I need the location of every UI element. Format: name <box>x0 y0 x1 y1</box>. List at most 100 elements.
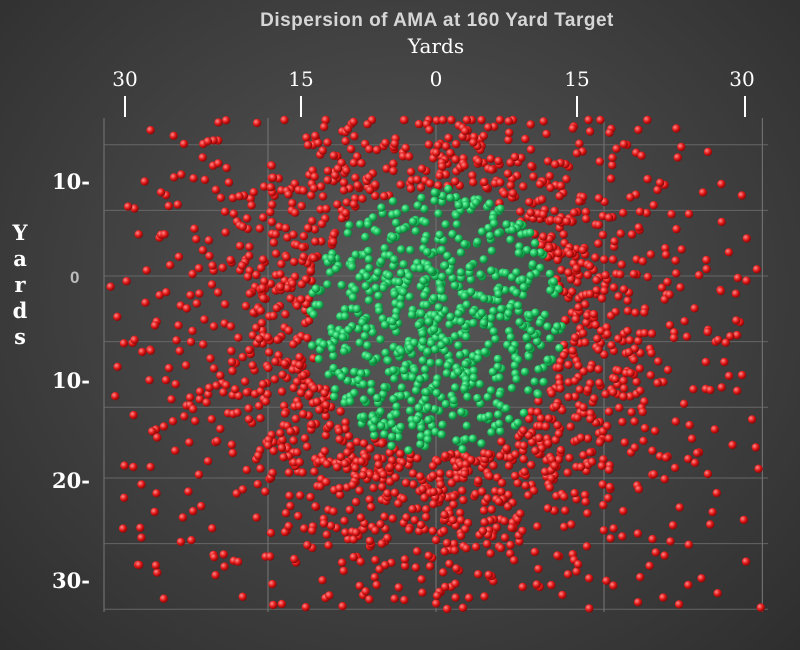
shot-point-outside <box>311 131 320 140</box>
shot-point-inside <box>522 333 531 342</box>
shot-point-outside <box>564 392 573 402</box>
shot-point-outside <box>245 251 254 260</box>
shot-point-inside <box>432 379 441 389</box>
shot-point-outside <box>420 493 429 502</box>
shot-point-outside <box>469 138 478 147</box>
shot-point-inside <box>466 275 476 284</box>
shot-point-outside <box>716 286 726 296</box>
shot-point-inside <box>484 340 493 349</box>
shot-point-outside <box>687 434 697 443</box>
shot-point-outside <box>329 237 338 247</box>
shot-point-outside <box>310 384 319 393</box>
shot-point-inside <box>502 220 511 229</box>
shot-point-outside <box>286 501 295 511</box>
shot-point-outside <box>648 446 657 455</box>
shot-point-inside <box>339 347 349 356</box>
shot-point-outside <box>671 417 680 426</box>
shot-point-inside <box>373 393 382 403</box>
y-ticks: 10- 0 10- 20- 30- <box>52 169 90 593</box>
shot-point-outside <box>599 455 608 464</box>
shot-point-inside <box>388 197 398 206</box>
shot-point-outside <box>585 261 595 271</box>
shot-point-inside <box>518 275 527 284</box>
shot-point-outside <box>432 148 441 157</box>
shot-point-outside <box>495 115 505 125</box>
shot-point-outside <box>579 451 588 460</box>
shot-point-outside <box>259 294 268 303</box>
shot-point-outside <box>589 394 599 403</box>
shot-point-outside <box>214 118 223 127</box>
shot-point-outside <box>310 172 319 181</box>
shot-point-outside <box>579 403 588 412</box>
shot-point-outside <box>365 470 375 479</box>
shot-point-outside <box>297 201 306 211</box>
shot-point-outside <box>544 439 553 448</box>
shot-point-inside <box>489 327 498 336</box>
shot-point-outside <box>611 374 620 384</box>
shot-point-outside <box>739 515 749 525</box>
shot-point-outside <box>209 364 219 373</box>
shot-point-outside <box>349 552 358 562</box>
shot-point-outside <box>417 164 427 173</box>
shot-point-inside <box>435 230 444 239</box>
shot-point-outside <box>630 443 639 452</box>
shot-point-outside <box>556 445 566 455</box>
shot-point-outside <box>401 478 411 488</box>
shot-point-outside <box>609 283 619 292</box>
shot-point-outside <box>353 152 362 161</box>
shot-point-outside <box>151 561 161 570</box>
shot-point-inside <box>489 219 499 228</box>
shot-point-outside <box>184 487 193 496</box>
shot-point-outside <box>589 310 598 319</box>
shot-point-outside <box>544 414 553 423</box>
shot-point-outside <box>600 350 609 359</box>
shot-point-outside <box>156 188 166 197</box>
shot-point-outside <box>583 311 592 320</box>
shot-point-inside <box>451 383 460 392</box>
shot-point-inside <box>388 317 397 326</box>
shot-point-inside <box>309 310 318 319</box>
shot-point-outside <box>346 441 355 451</box>
shot-point-outside <box>118 524 128 533</box>
shot-point-inside <box>332 331 341 340</box>
shot-point-outside <box>346 144 356 154</box>
shot-point-outside <box>502 444 511 453</box>
shot-point-outside <box>369 483 378 493</box>
shot-point-outside <box>550 206 559 215</box>
shot-point-outside <box>482 539 492 549</box>
shot-point-outside <box>261 487 270 496</box>
shot-point-outside <box>348 480 357 489</box>
shot-point-outside <box>663 277 672 287</box>
shot-point-outside <box>573 413 582 422</box>
shot-point-outside <box>416 183 426 192</box>
shot-point-inside <box>466 287 476 297</box>
shot-point-inside <box>543 322 552 331</box>
shot-point-outside <box>296 295 306 304</box>
shot-point-inside <box>389 366 398 375</box>
shot-point-outside <box>726 332 735 341</box>
shot-point-outside <box>660 551 669 560</box>
shot-point-outside <box>436 480 445 489</box>
shot-point-outside <box>702 264 711 274</box>
shot-point-outside <box>266 528 276 538</box>
shot-point-outside <box>421 512 431 522</box>
shot-point-outside <box>345 505 354 515</box>
shot-point-outside <box>269 311 278 320</box>
shot-point-outside <box>200 315 209 324</box>
shot-point-outside <box>227 346 236 356</box>
shot-point-outside <box>500 189 509 198</box>
shot-point-outside <box>252 513 261 522</box>
shot-point-outside <box>539 232 548 241</box>
shot-point-outside <box>371 555 380 565</box>
shot-point-outside <box>281 310 290 319</box>
y-axis-label-letter-4: s <box>14 324 26 349</box>
shot-point-outside <box>372 580 381 590</box>
shot-point-inside <box>473 237 482 246</box>
shot-point-inside <box>368 328 377 337</box>
shot-point-outside <box>620 384 629 393</box>
shot-point-outside <box>616 270 625 279</box>
shot-point-inside <box>438 420 447 429</box>
shot-point-outside <box>632 255 641 264</box>
shot-point-inside <box>345 221 354 230</box>
shot-point-outside <box>311 237 320 246</box>
